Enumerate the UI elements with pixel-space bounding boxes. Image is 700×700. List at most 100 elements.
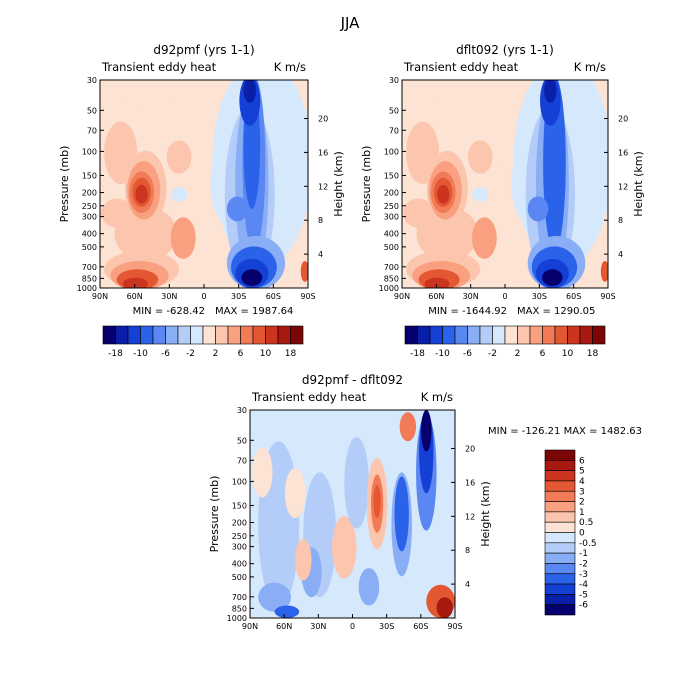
contour-7: [416, 206, 479, 261]
height-tick-label: 4: [318, 250, 323, 259]
height-tick-label: 16: [618, 148, 628, 157]
contour-field: [402, 80, 608, 288]
contour-15: [394, 476, 409, 552]
colorbar-label: -2: [488, 349, 497, 359]
y-tick-label: 500: [82, 243, 97, 252]
y-tick-label: 500: [232, 573, 247, 582]
units-label: K m/s: [421, 390, 453, 404]
y-tick-label: 200: [82, 189, 97, 198]
colorbar-label: -4: [579, 580, 588, 590]
y-tick-label: 100: [82, 147, 97, 156]
height-tick-label: 16: [318, 148, 328, 157]
colorbar-label: 2: [213, 349, 219, 359]
colorbar-label: -3: [579, 570, 588, 580]
x-tick-label: 90N: [92, 292, 108, 301]
height-tick-label: 12: [618, 182, 628, 191]
colorbar-swatch: [177, 325, 191, 345]
colorbar-label: 6: [579, 456, 585, 466]
colorbar-swatch: [544, 511, 576, 523]
contour-29: [241, 269, 263, 286]
y-tick-label: 70: [389, 126, 399, 135]
contour-8: [472, 217, 497, 259]
y-tick-label: 1000: [379, 284, 399, 293]
colorbar-swatch: [454, 325, 468, 345]
height-tick-label: 16: [465, 478, 475, 487]
colorbar-swatch: [554, 325, 568, 345]
y-tick-label: 500: [384, 243, 399, 252]
colorbar-swatch: [544, 449, 576, 461]
colorbar-swatch: [544, 490, 576, 502]
max-label: MAX = 1290.05: [517, 306, 595, 317]
y-axis-label: Pressure (mb): [58, 146, 71, 223]
height-tick-label: 12: [465, 512, 475, 521]
y-tick-label: 250: [384, 202, 399, 211]
y-tick-label: 70: [237, 456, 247, 465]
contour-17: [424, 277, 450, 288]
left-label: Transient eddy heat: [251, 390, 367, 404]
y-tick-label: 250: [82, 202, 97, 211]
y-axis-label: Pressure (mb): [208, 476, 221, 553]
y-tick-label: 30: [237, 406, 247, 415]
colorbar-swatch: [544, 573, 576, 585]
contour-field: [250, 410, 455, 618]
contour-29: [542, 269, 563, 286]
colorbar-swatch: [544, 604, 576, 616]
y-tick-label: 850: [232, 604, 247, 613]
x-tick-label: 30S: [231, 292, 246, 301]
min-label: MIN = -628.42: [133, 306, 205, 317]
y-tick-label: 1000: [77, 284, 97, 293]
panel-title: d92pmf (yrs 1-1): [153, 43, 254, 57]
contour-9: [358, 568, 380, 606]
height-tick-label: 20: [618, 115, 628, 124]
contour-25: [544, 80, 557, 103]
contour-25: [243, 80, 256, 103]
colorbar-label: -1: [579, 549, 588, 559]
colorbar-swatch: [544, 480, 576, 492]
colorbar-label: 6: [540, 349, 546, 359]
colorbar-swatch: [504, 325, 518, 345]
height-tick-label: 8: [465, 546, 470, 555]
y-tick-label: 700: [232, 593, 247, 602]
contour-18: [421, 410, 432, 452]
colorbar-swatch: [479, 325, 493, 345]
colorbar-swatch: [265, 325, 279, 345]
colorbar-swatch: [592, 325, 606, 345]
y-tick-label: 30: [389, 76, 399, 85]
x-tick-label: 90N: [394, 292, 410, 301]
left-label: Transient eddy heat: [101, 60, 217, 74]
contour-31: [300, 260, 308, 282]
contour-13: [437, 185, 450, 204]
contour-19: [399, 412, 417, 442]
contour-12: [373, 484, 381, 519]
colorbar-swatch: [544, 470, 576, 482]
height-axis-label: Height (km): [632, 151, 645, 217]
colorbar-swatch: [227, 325, 241, 345]
colorbar-swatch: [579, 325, 593, 345]
x-tick-label: 60N: [428, 292, 444, 301]
colorbar-label: -18: [410, 349, 425, 359]
contour-6: [295, 538, 312, 581]
y-tick-label: 150: [232, 501, 247, 510]
colorbar-swatch: [202, 325, 216, 345]
contour-17: [122, 277, 148, 288]
x-tick-label: 30N: [161, 292, 177, 301]
y-tick-label: 150: [82, 171, 97, 180]
x-tick-label: 30N: [310, 622, 326, 631]
colorbar-label: -18: [108, 349, 123, 359]
colorbar-swatch: [190, 325, 204, 345]
y-tick-label: 850: [82, 274, 97, 283]
contour-1: [284, 468, 306, 519]
colorbar-swatch: [442, 325, 456, 345]
x-tick-label: 30N: [463, 292, 479, 301]
colorbar-swatch: [252, 325, 266, 345]
contour-22: [274, 605, 300, 618]
colorbar-swatch: [542, 325, 556, 345]
colorbar-swatch: [417, 325, 431, 345]
colorbar-label: 18: [587, 349, 599, 359]
x-tick-label: 90S: [600, 292, 615, 301]
colorbar-swatch: [290, 325, 304, 345]
colorbar-swatch: [567, 325, 581, 345]
panel-title: d92pmf - dflt092: [302, 373, 403, 387]
y-tick-label: 700: [384, 263, 399, 272]
x-tick-label: 0: [502, 292, 507, 301]
